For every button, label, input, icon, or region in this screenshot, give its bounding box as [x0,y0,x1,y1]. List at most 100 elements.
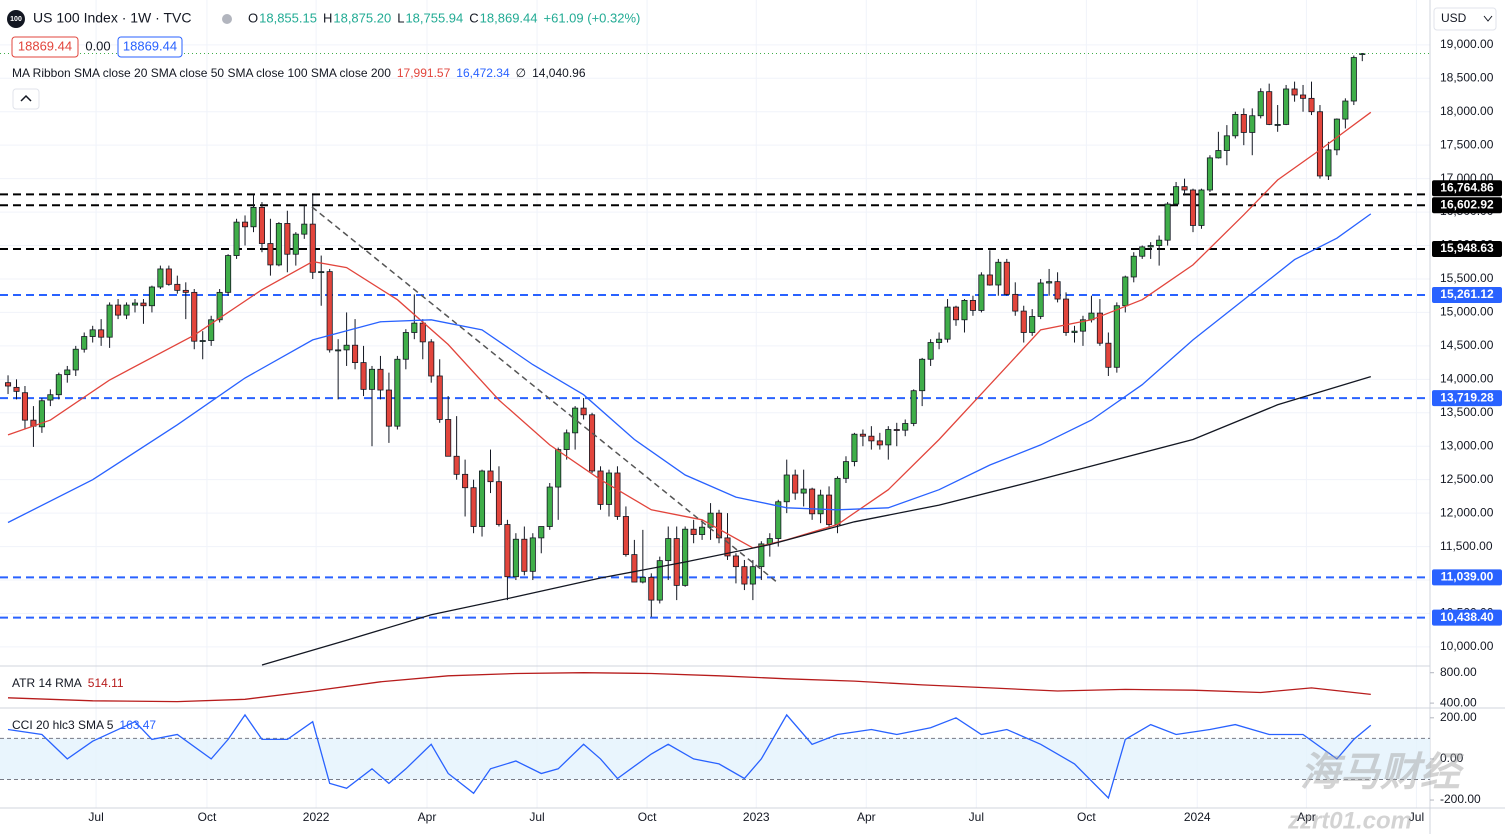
x-tick-label: Apr [418,810,437,824]
candle-body [148,286,155,307]
candle-body [639,576,646,583]
axes: 10,000.0010,500.0011,000.0011,500.0012,0… [88,37,1502,824]
candle-body [1350,57,1357,102]
ohlc-value: 18,855.15 [259,10,317,25]
candle-body [902,423,909,431]
y-tick-label: 17,500.00 [1440,137,1494,151]
candle-body [394,358,401,427]
candle-body [225,255,232,293]
candle-body [1181,186,1188,191]
candle-body [927,342,934,360]
y-tick-label: 15,500.00 [1440,271,1494,285]
candle-body [936,338,943,343]
candle-body [673,538,680,586]
candle-body [81,336,88,350]
ohlc-value: 18,875.20 [333,10,391,25]
collapse-icon[interactable] [20,94,32,102]
ma-line [261,375,1371,666]
candle-body [199,340,206,342]
ma-line [7,672,1371,703]
level-label-box [1432,197,1502,214]
level-label-box [1432,240,1502,257]
indicator-panes: ATR 14 RMA 514.11 CCI 20 hlc3 SMA 5 163.47 [0,672,1430,800]
ma-legend-title: MA Ribbon SMA close 20 SMA close 50 SMA … [12,66,391,80]
y-tick-label: 12,000.00 [1440,505,1494,519]
collapse-button[interactable] [12,88,40,110]
candle-body [1223,135,1230,151]
buy-price[interactable]: 18869.44 [123,38,177,53]
candle-body [851,433,858,463]
ma-line [7,213,1372,524]
candle-body [462,473,469,489]
candle-body [622,516,629,556]
candle-body [385,389,392,427]
candle-body [1063,298,1070,333]
candle-body [749,566,756,585]
candle-body [1316,111,1323,177]
sell-price[interactable]: 18869.44 [18,38,72,53]
candle-body [1130,255,1137,278]
level-label: 16,764.86 [1440,180,1494,194]
candle-body [1029,316,1036,333]
currency-caret[interactable] [1483,15,1493,22]
candle-body [580,407,587,416]
candle-body [885,429,892,446]
candle-body [1291,88,1298,96]
candle-body [521,538,528,572]
candle-body [360,362,367,390]
currency[interactable]: USD [1441,11,1467,25]
candle-body [165,268,172,285]
candle-body [834,477,841,525]
candle-body [1046,281,1053,284]
y-tick-label: 0.00 [1440,751,1464,765]
candle-body [89,329,96,337]
candle-body [986,274,993,286]
candle-body [208,319,215,341]
y-tick-label: 15,000.00 [1440,305,1494,319]
grid [0,0,1430,808]
candle-body [275,223,282,266]
candle-body [1198,189,1205,226]
candle-body [301,223,308,235]
y-tick-label: 18,000.00 [1440,104,1494,118]
candle-body [944,306,951,340]
ohlc-value: 18,869.44 [480,10,538,25]
candle-body [741,566,748,585]
candle-body [21,392,28,421]
ohlc: O 18,855.15 H 18,875.20 L 18,755.94 C 18,869.44… [248,10,640,25]
sell-box[interactable] [11,36,79,58]
candle-body [470,487,477,527]
x-tick-label: Jul [529,810,544,824]
x-tick-label: Jul [1409,810,1424,824]
y-tick-label: 800.00 [1440,665,1477,679]
candle-body [1325,149,1332,177]
candle-body [707,512,714,528]
candle-body [55,374,62,396]
candle-body [1249,115,1256,133]
candle-body [690,528,697,535]
ohlc-key: H [323,10,332,25]
y-tick-label: 400.00 [1440,695,1477,709]
candle-body [13,386,20,392]
ohlc-key: L [397,10,404,25]
candle-body [487,470,494,483]
level-label-box [1432,286,1502,303]
candle-body [775,501,782,539]
candle-body [512,538,519,578]
x-tick-label: Jul [969,810,984,824]
ohlc-key: C [469,10,478,25]
level-label-box [1432,609,1502,626]
candle-body [893,429,900,431]
candle-body [292,233,299,255]
candle-body [495,481,502,525]
candle-body [1206,157,1213,191]
symbol-title[interactable]: US 100 Index · 1W · TVC [33,10,191,26]
ma-line [7,713,1372,800]
candle-body [436,375,443,420]
candle-body [715,512,723,539]
candle-body [682,528,689,586]
spread: 0.00 [85,38,110,53]
currency-box[interactable] [1433,7,1497,31]
buy-box[interactable] [117,36,183,58]
